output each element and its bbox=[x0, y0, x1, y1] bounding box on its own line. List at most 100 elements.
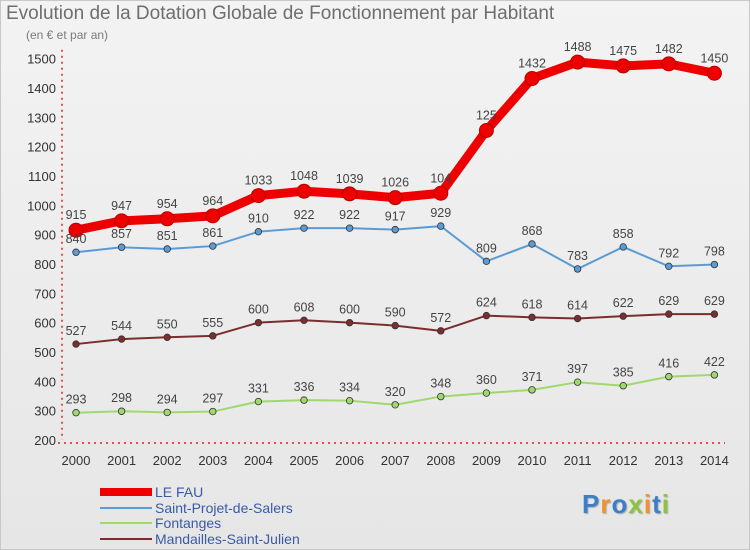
y-tick-label: 500 bbox=[34, 345, 56, 360]
data-point-fontanges bbox=[117, 407, 126, 415]
data-label-saint-projet-de-salers: 922 bbox=[339, 208, 360, 222]
data-point-fontanges bbox=[437, 392, 445, 401]
data-label-fontanges: 293 bbox=[66, 393, 87, 407]
data-point-fontanges bbox=[72, 409, 80, 417]
data-label-mandailles-saint-julien: 618 bbox=[522, 297, 543, 311]
data-label-fontanges: 320 bbox=[385, 385, 406, 399]
legend-swatch-le-fau bbox=[100, 488, 152, 496]
data-point-saint-projet-de-salers bbox=[163, 245, 171, 253]
data-label-saint-projet-de-salers: 929 bbox=[430, 206, 451, 220]
data-point-saint-projet-de-salers bbox=[482, 257, 491, 266]
legend-item-fontanges: Fontanges bbox=[100, 515, 221, 531]
data-label-saint-projet-de-salers: 857 bbox=[111, 227, 132, 241]
x-tick-label: 2010 bbox=[518, 453, 547, 468]
logo-letter: i bbox=[643, 489, 653, 519]
chart-subtitle: (en € et par an) bbox=[26, 28, 109, 42]
data-label-saint-projet-de-salers: 798 bbox=[704, 245, 725, 259]
legend-item-mandailles: Mandailles-Saint-Julien bbox=[100, 531, 300, 547]
data-label-le-fau: 125 bbox=[476, 108, 497, 122]
data-label-saint-projet-de-salers: 809 bbox=[476, 241, 497, 255]
data-label-le-fau: 1475 bbox=[609, 44, 637, 58]
logo-letter: t bbox=[652, 489, 662, 519]
legend-label-fontanges: Fontanges bbox=[155, 515, 222, 531]
x-tick-label: 2001 bbox=[107, 453, 136, 468]
data-label-fontanges: 336 bbox=[294, 380, 315, 394]
data-point-fontanges bbox=[619, 382, 627, 390]
data-label-mandailles-saint-julien: 624 bbox=[476, 296, 497, 310]
data-label-mandailles-saint-julien: 544 bbox=[111, 319, 132, 333]
y-tick-label: 1000 bbox=[27, 198, 56, 213]
data-label-le-fau: 1482 bbox=[655, 42, 683, 56]
data-label-mandailles-saint-julien: 550 bbox=[157, 317, 178, 331]
data-point-saint-projet-de-salers bbox=[117, 243, 126, 251]
data-point-fontanges bbox=[665, 372, 673, 381]
data-label-le-fau: 1048 bbox=[290, 169, 318, 183]
data-point-saint-projet-de-salers bbox=[209, 242, 217, 250]
point-labels: 293 298 294 297 331 336 334 320 348 360 371 397 385 4… bbox=[66, 40, 729, 407]
data-point-mandailles-saint-julien bbox=[482, 311, 491, 320]
data-point-fontanges bbox=[345, 396, 354, 405]
data-point-saint-projet-de-salers bbox=[300, 224, 308, 232]
data-point-fontanges bbox=[573, 378, 582, 386]
data-point-saint-projet-de-salers bbox=[710, 260, 719, 269]
data-label-saint-projet-de-salers: 858 bbox=[613, 227, 634, 241]
series-lines bbox=[68, 54, 722, 417]
data-point-saint-projet-de-salers bbox=[254, 227, 263, 236]
y-tick-label: 900 bbox=[34, 228, 56, 243]
data-point-le-fau bbox=[250, 188, 266, 204]
logo-letter: P bbox=[582, 489, 601, 519]
data-point-le-fau bbox=[205, 208, 221, 224]
logo-letter: x bbox=[628, 489, 644, 519]
data-label-saint-projet-de-salers: 783 bbox=[567, 249, 588, 263]
x-tick-label: 2013 bbox=[654, 453, 683, 468]
data-label-fontanges: 298 bbox=[111, 391, 132, 405]
axes: 200 300 400 500 600 700 800 900 1000 1100 1200 1300… bbox=[27, 49, 729, 468]
data-point-saint-projet-de-salers bbox=[573, 265, 582, 273]
proxiti-logo: Proxiti bbox=[582, 489, 670, 520]
data-point-le-fau bbox=[615, 58, 631, 74]
x-tick-label: 2000 bbox=[62, 453, 91, 468]
data-label-saint-projet-de-salers: 868 bbox=[522, 224, 543, 238]
data-label-le-fau: 1450 bbox=[700, 51, 728, 65]
data-label-mandailles-saint-julien: 608 bbox=[294, 300, 315, 314]
data-point-mandailles-saint-julien bbox=[300, 316, 308, 324]
y-tick-label: 1300 bbox=[27, 110, 56, 125]
data-label-mandailles-saint-julien: 600 bbox=[339, 303, 360, 317]
data-point-mandailles-saint-julien bbox=[528, 313, 536, 322]
data-point-le-fau bbox=[661, 56, 677, 72]
y-tick-label: 300 bbox=[34, 404, 56, 419]
data-label-saint-projet-de-salers: 840 bbox=[66, 232, 87, 246]
y-tick-label: 1500 bbox=[27, 52, 56, 67]
data-point-le-fau bbox=[706, 65, 722, 81]
data-label-fontanges: 334 bbox=[339, 381, 360, 395]
data-point-le-fau bbox=[68, 222, 84, 238]
x-tick-label: 2002 bbox=[153, 453, 182, 468]
y-tick-label: 1100 bbox=[28, 169, 56, 184]
data-label-le-fau: 964 bbox=[202, 194, 223, 208]
data-label-mandailles-saint-julien: 622 bbox=[613, 296, 634, 310]
data-label-fontanges: 422 bbox=[704, 355, 725, 369]
data-point-saint-projet-de-salers bbox=[528, 240, 536, 248]
data-label-le-fau: 104 bbox=[430, 171, 451, 185]
x-tick-label: 2011 bbox=[564, 453, 592, 468]
data-point-saint-projet-de-salers bbox=[391, 225, 399, 234]
legend-item-saint-projet: Saint-Projet-de-Salers bbox=[100, 500, 293, 516]
data-point-mandailles-saint-julien bbox=[345, 318, 354, 327]
data-label-saint-projet-de-salers: 792 bbox=[658, 246, 679, 260]
legend-swatch-fontanges bbox=[100, 522, 152, 524]
data-label-mandailles-saint-julien: 555 bbox=[202, 316, 223, 330]
data-label-fontanges: 294 bbox=[157, 392, 178, 406]
legend-swatch-mandailles bbox=[100, 538, 152, 540]
data-point-le-fau bbox=[296, 183, 312, 199]
x-tick-label: 2005 bbox=[290, 453, 319, 468]
x-tick-label: 2008 bbox=[426, 453, 455, 468]
x-tick-label: 2004 bbox=[244, 453, 273, 468]
data-label-le-fau: 1026 bbox=[381, 176, 409, 190]
data-point-fontanges bbox=[254, 397, 263, 406]
y-tick-label: 700 bbox=[34, 286, 56, 301]
y-tick-label: 600 bbox=[34, 316, 56, 331]
data-point-le-fau bbox=[478, 122, 494, 138]
data-label-le-fau: 1033 bbox=[244, 174, 272, 188]
